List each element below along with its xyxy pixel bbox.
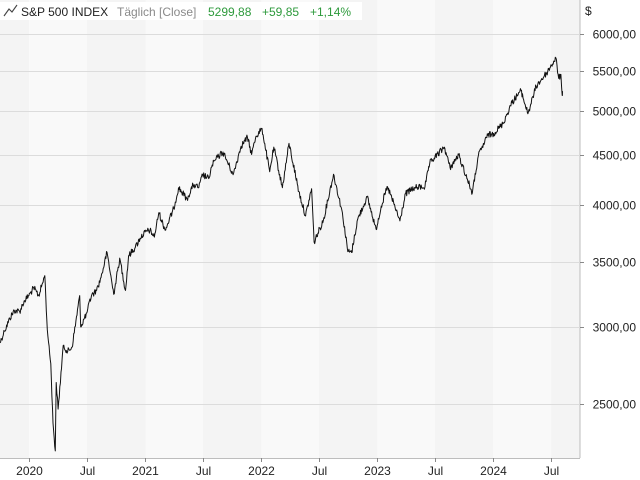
- y-tick-label: 5000,00: [593, 105, 637, 119]
- plot-band: [29, 0, 88, 458]
- y-axis-unit: $: [585, 4, 592, 18]
- x-tick-label: 2023: [364, 464, 391, 478]
- x-tick-label: Jul: [80, 464, 95, 478]
- y-tick-label: 4000,00: [593, 199, 637, 213]
- header-box: [0, 2, 362, 20]
- y-tick-label: 3000,00: [593, 321, 637, 335]
- plot-background: [0, 0, 581, 459]
- last-price: 5299,88: [208, 5, 252, 19]
- plot-band: [377, 0, 435, 458]
- price-change-pct: +1,14%: [310, 5, 351, 19]
- x-tick-label: 2022: [248, 464, 275, 478]
- grid-lines: [0, 34, 580, 405]
- plot-band: [551, 0, 580, 458]
- x-tick-label: Jul: [312, 464, 327, 478]
- x-tick-label: 2021: [132, 464, 159, 478]
- plot-band: [434, 0, 494, 458]
- series-icon: [3, 4, 18, 17]
- plot-band: [261, 0, 319, 458]
- plot-band: [0, 0, 30, 458]
- plot-band: [202, 0, 262, 458]
- series-layer: [0, 56, 563, 452]
- plot-band: [87, 0, 146, 458]
- plot-band: [318, 0, 378, 458]
- x-tick-label: 2024: [480, 464, 507, 478]
- x-tick-label: 2020: [16, 464, 43, 478]
- x-tick-label: Jul: [544, 464, 559, 478]
- plot-band: [493, 0, 552, 458]
- instrument-name: S&P 500 INDEX: [21, 5, 108, 19]
- y-tick-label: 6000,00: [593, 28, 637, 42]
- y-tick-label: 5500,00: [593, 65, 637, 79]
- plot-band: [145, 0, 203, 458]
- price-change: +59,85: [262, 5, 299, 19]
- period-label: Täglich [Close]: [117, 5, 196, 19]
- x-axis: 2020 Jul 2021 Jul 2022 Jul 2023 Jul 2024 Jul: [16, 458, 559, 478]
- x-tick-label: Jul: [196, 464, 211, 478]
- sp500-price-line: [0, 56, 563, 452]
- y-tick-label: 2500,00: [593, 398, 637, 412]
- y-tick-label: 4500,00: [593, 149, 637, 163]
- y-tick-label: 3500,00: [593, 256, 637, 270]
- y-axis: 2500,00 3000,00 3500,00 4000,00 4500,00 5000,…: [580, 28, 636, 412]
- x-tick-label: Jul: [428, 464, 443, 478]
